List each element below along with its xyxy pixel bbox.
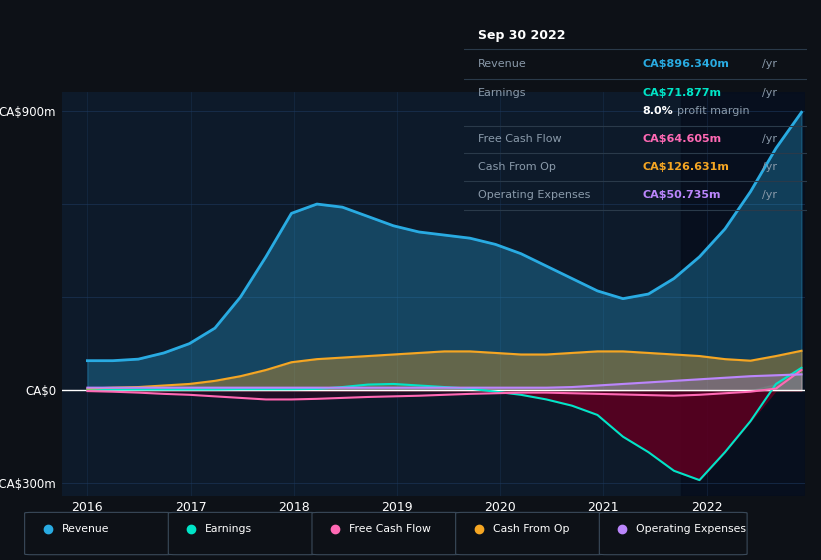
Text: /yr: /yr — [763, 59, 777, 69]
Text: 8.0%: 8.0% — [642, 106, 673, 116]
Text: CA$896.340m: CA$896.340m — [642, 59, 729, 69]
Text: /yr: /yr — [763, 134, 777, 144]
FancyBboxPatch shape — [599, 512, 747, 555]
Text: CA$126.631m: CA$126.631m — [642, 161, 729, 171]
Text: Revenue: Revenue — [478, 59, 526, 69]
Text: Operating Expenses: Operating Expenses — [478, 190, 590, 200]
Text: Cash From Op: Cash From Op — [493, 524, 569, 534]
Text: Earnings: Earnings — [205, 524, 252, 534]
Bar — [681, 92, 805, 496]
Text: Cash From Op: Cash From Op — [478, 161, 556, 171]
Text: Revenue: Revenue — [62, 524, 109, 534]
Text: /yr: /yr — [763, 190, 777, 200]
Text: /yr: /yr — [763, 161, 777, 171]
FancyBboxPatch shape — [25, 512, 172, 555]
Text: /yr: /yr — [763, 88, 777, 98]
FancyBboxPatch shape — [168, 512, 316, 555]
Text: CA$71.877m: CA$71.877m — [642, 88, 722, 98]
Text: Earnings: Earnings — [478, 88, 526, 98]
Text: CA$64.605m: CA$64.605m — [642, 134, 722, 144]
FancyBboxPatch shape — [312, 512, 460, 555]
Text: Sep 30 2022: Sep 30 2022 — [478, 29, 565, 42]
Text: Operating Expenses: Operating Expenses — [636, 524, 746, 534]
FancyBboxPatch shape — [456, 512, 603, 555]
Text: CA$50.735m: CA$50.735m — [642, 190, 721, 200]
Text: profit margin: profit margin — [677, 106, 750, 116]
Text: Free Cash Flow: Free Cash Flow — [349, 524, 431, 534]
Text: Free Cash Flow: Free Cash Flow — [478, 134, 562, 144]
